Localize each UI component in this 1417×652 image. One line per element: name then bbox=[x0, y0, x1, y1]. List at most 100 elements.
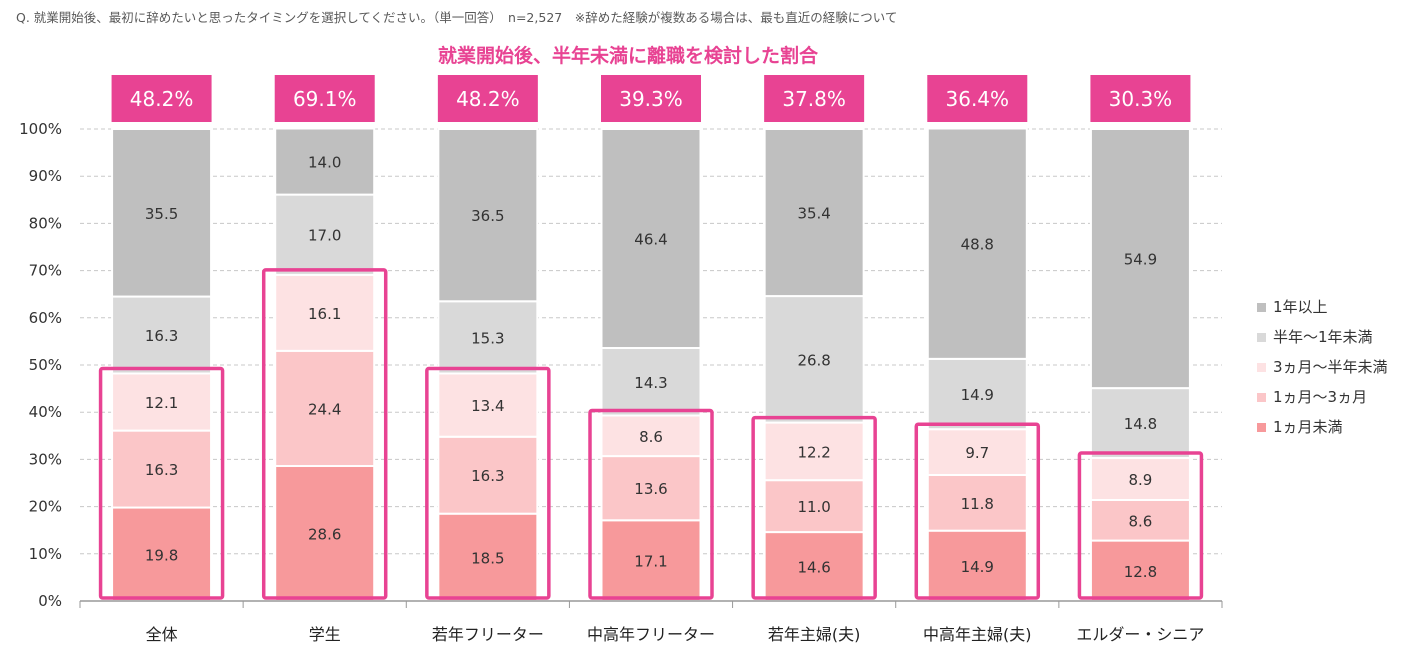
highlight-frame bbox=[914, 422, 1041, 600]
total-badge-label: 69.1% bbox=[293, 87, 357, 111]
bar-segment bbox=[600, 414, 702, 458]
total-badge bbox=[274, 75, 375, 122]
segment-value-label: 16.3 bbox=[471, 467, 504, 485]
legend-label: 1年以上 bbox=[1273, 298, 1328, 316]
legend-swatch bbox=[1257, 423, 1266, 432]
bar-segment bbox=[926, 428, 1028, 476]
bar-segment bbox=[274, 127, 376, 196]
segment-value-label: 48.8 bbox=[961, 236, 994, 254]
bar-segment bbox=[437, 372, 539, 438]
bar-segment bbox=[437, 128, 539, 303]
highlight-frame bbox=[98, 366, 225, 600]
legend-swatch bbox=[1257, 303, 1266, 312]
segment-value-label: 19.8 bbox=[145, 546, 178, 564]
y-tick-label: 50% bbox=[29, 356, 62, 374]
total-badge bbox=[601, 75, 701, 122]
bar-segment bbox=[437, 512, 539, 602]
bar-segment bbox=[111, 295, 213, 375]
highlight-frame bbox=[261, 268, 388, 600]
stacked-bars: 19.8 16.3 12.1 16.3 35.5 28.6 24.4 16.1 17.0 14.0… bbox=[111, 127, 1191, 603]
highlight-frame bbox=[425, 366, 551, 600]
y-tick-label: 30% bbox=[29, 450, 62, 468]
highlight-frames bbox=[98, 268, 1204, 600]
total-badge bbox=[1090, 75, 1191, 122]
bar-segment bbox=[763, 479, 865, 534]
category-label: 中高年主婦(夫) bbox=[923, 625, 1032, 644]
y-axis-ticks: 0% 10% 20% 30% 40% 50% 60% 70% 80% 90% 100% bbox=[19, 120, 62, 610]
segment-value-label: 14.0 bbox=[308, 154, 341, 172]
segment-value-label: 11.8 bbox=[961, 495, 994, 513]
y-tick-label: 70% bbox=[29, 262, 62, 280]
bar-segment bbox=[274, 193, 376, 276]
legend-label: 3ヵ月〜半年未満 bbox=[1273, 358, 1388, 376]
bar-segment bbox=[274, 349, 376, 468]
bar-segment bbox=[437, 300, 539, 375]
legend-label: 半年〜1年未満 bbox=[1273, 328, 1373, 346]
total-badge-label: 48.2% bbox=[130, 87, 194, 111]
legend-swatch bbox=[1257, 333, 1266, 342]
highlight-frame bbox=[588, 408, 714, 600]
segment-value-label: 17.1 bbox=[634, 553, 667, 571]
segment-value-label: 54.9 bbox=[1124, 251, 1157, 269]
segment-value-label: 17.0 bbox=[308, 227, 341, 245]
legend-label: 1ヵ月〜3ヵ月 bbox=[1273, 388, 1367, 406]
segment-value-label: 16.3 bbox=[145, 461, 178, 479]
y-tick-label: 80% bbox=[29, 214, 62, 232]
total-badge-label: 48.2% bbox=[456, 87, 520, 111]
segment-value-label: 15.3 bbox=[471, 329, 504, 347]
bar-segment bbox=[1089, 128, 1191, 390]
legend-swatch bbox=[1257, 363, 1266, 372]
category-label: 学生 bbox=[309, 625, 341, 644]
segment-value-label: 16.1 bbox=[308, 305, 341, 323]
legend-swatch bbox=[1257, 393, 1266, 402]
category-label: 若年主婦(夫) bbox=[768, 625, 861, 644]
segment-value-label: 46.4 bbox=[634, 231, 667, 249]
bar-segment bbox=[763, 128, 865, 298]
segment-value-label: 12.8 bbox=[1124, 563, 1157, 581]
category-labels: 全体 学生 若年フリーター 中高年フリーター 若年主婦(夫) 中高年主婦(夫) エルダー・シ… bbox=[146, 625, 1205, 644]
segment-value-label: 13.6 bbox=[634, 480, 667, 498]
chart-title: 就業開始後、半年未満に離職を検討した割合 bbox=[438, 44, 819, 67]
bar-segment bbox=[111, 372, 213, 432]
y-tick-label: 20% bbox=[29, 498, 62, 516]
bar-segment bbox=[763, 531, 865, 603]
bar-segment bbox=[274, 273, 376, 352]
bar-segment bbox=[437, 435, 539, 515]
bar-segment bbox=[1089, 387, 1191, 459]
bar-segment bbox=[600, 128, 702, 350]
segment-value-label: 16.3 bbox=[145, 327, 178, 345]
legend-label: 1ヵ月未満 bbox=[1273, 418, 1343, 436]
segment-value-label: 9.7 bbox=[965, 444, 989, 462]
y-tick-label: 40% bbox=[29, 403, 62, 421]
total-badge bbox=[764, 75, 865, 122]
segment-value-label: 12.2 bbox=[797, 443, 830, 461]
y-tick-label: 100% bbox=[19, 120, 62, 138]
segment-value-label: 13.4 bbox=[471, 397, 504, 415]
y-tick-label: 10% bbox=[29, 545, 62, 563]
segment-value-label: 14.3 bbox=[634, 374, 667, 392]
y-tick-label: 0% bbox=[38, 592, 62, 610]
category-label: 中高年フリーター bbox=[587, 625, 715, 644]
segment-value-label: 18.5 bbox=[471, 549, 504, 567]
bar-segment bbox=[926, 127, 1028, 360]
highlight-frame bbox=[751, 415, 877, 600]
segment-value-label: 8.9 bbox=[1128, 471, 1152, 489]
segment-value-label: 14.9 bbox=[961, 558, 994, 576]
bar-segment bbox=[111, 506, 213, 603]
bar-segment bbox=[926, 357, 1028, 431]
total-badge bbox=[927, 75, 1028, 122]
segment-value-label: 8.6 bbox=[639, 428, 663, 446]
y-tick-label: 90% bbox=[29, 167, 62, 185]
highlight-frame bbox=[1077, 451, 1204, 600]
total-badge-label: 36.4% bbox=[946, 87, 1010, 111]
segment-value-label: 35.4 bbox=[797, 205, 830, 223]
bar-segment bbox=[111, 128, 213, 298]
total-badge-label: 39.3% bbox=[619, 87, 683, 111]
total-badge-label: 37.8% bbox=[782, 87, 846, 111]
segment-value-label: 26.8 bbox=[797, 351, 830, 369]
segment-value-label: 12.1 bbox=[145, 394, 178, 412]
y-tick-label: 60% bbox=[29, 309, 62, 327]
segment-value-label: 35.5 bbox=[145, 205, 178, 223]
